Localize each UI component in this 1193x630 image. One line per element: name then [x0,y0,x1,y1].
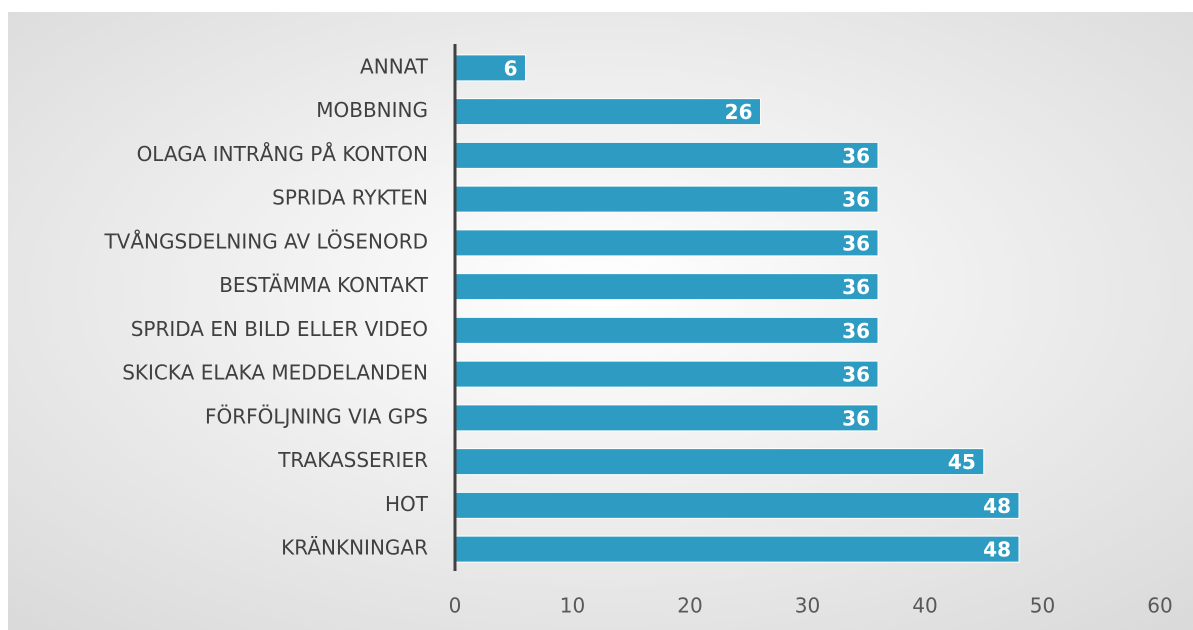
y-tick-label: HOT [385,492,429,516]
data-label: 48 [983,538,1011,562]
bar [454,448,985,476]
y-tick-label: TVÅNGSDELNING AV LÖSENORD [103,229,428,253]
y-tick-label: FÖRFÖLJNING VIA GPS [205,404,428,428]
y-tick-label: ANNAT [360,54,429,78]
y-tick-label: OLAGA INTRÅNG PÅ KONTON [137,142,428,166]
bar [454,98,761,126]
bar [454,185,879,213]
bar [454,141,879,169]
data-label: 36 [842,188,870,212]
x-tick-label: 30 [795,594,820,618]
x-tick-label: 50 [1030,594,1055,618]
data-label: 36 [842,231,870,255]
y-tick-label: SPRIDA RYKTEN [272,186,428,210]
y-tick-label: SPRIDA EN BILD ELLER VIDEO [131,317,428,341]
x-tick-label: 60 [1147,594,1172,618]
data-label: 45 [948,450,976,474]
x-tick-label: 20 [677,594,702,618]
bar [454,535,1020,563]
x-tick-label: 10 [560,594,585,618]
data-label: 36 [842,275,870,299]
data-label: 6 [504,56,518,80]
y-tick-label: BESTÄMMA KONTAKT [219,273,429,297]
y-tick-label: MOBBNING [316,98,428,122]
bar [454,491,1020,519]
data-label: 36 [842,144,870,168]
data-label: 36 [842,363,870,387]
data-label: 48 [983,494,1011,518]
data-label: 36 [842,406,870,430]
y-tick-label: KRÄNKNINGAR [281,536,428,560]
bar [454,360,879,388]
bar [454,229,879,257]
data-label: 26 [725,100,753,124]
y-tick-label: SKICKA ELAKA MEDDELANDEN [122,361,428,385]
data-label: 36 [842,319,870,343]
bar [454,273,879,301]
bar [454,404,879,432]
bar [454,316,879,344]
y-tick-label: TRAKASSERIER [277,448,428,472]
x-tick-label: 0 [449,594,462,618]
bar [454,54,526,82]
x-tick-label: 40 [912,594,937,618]
